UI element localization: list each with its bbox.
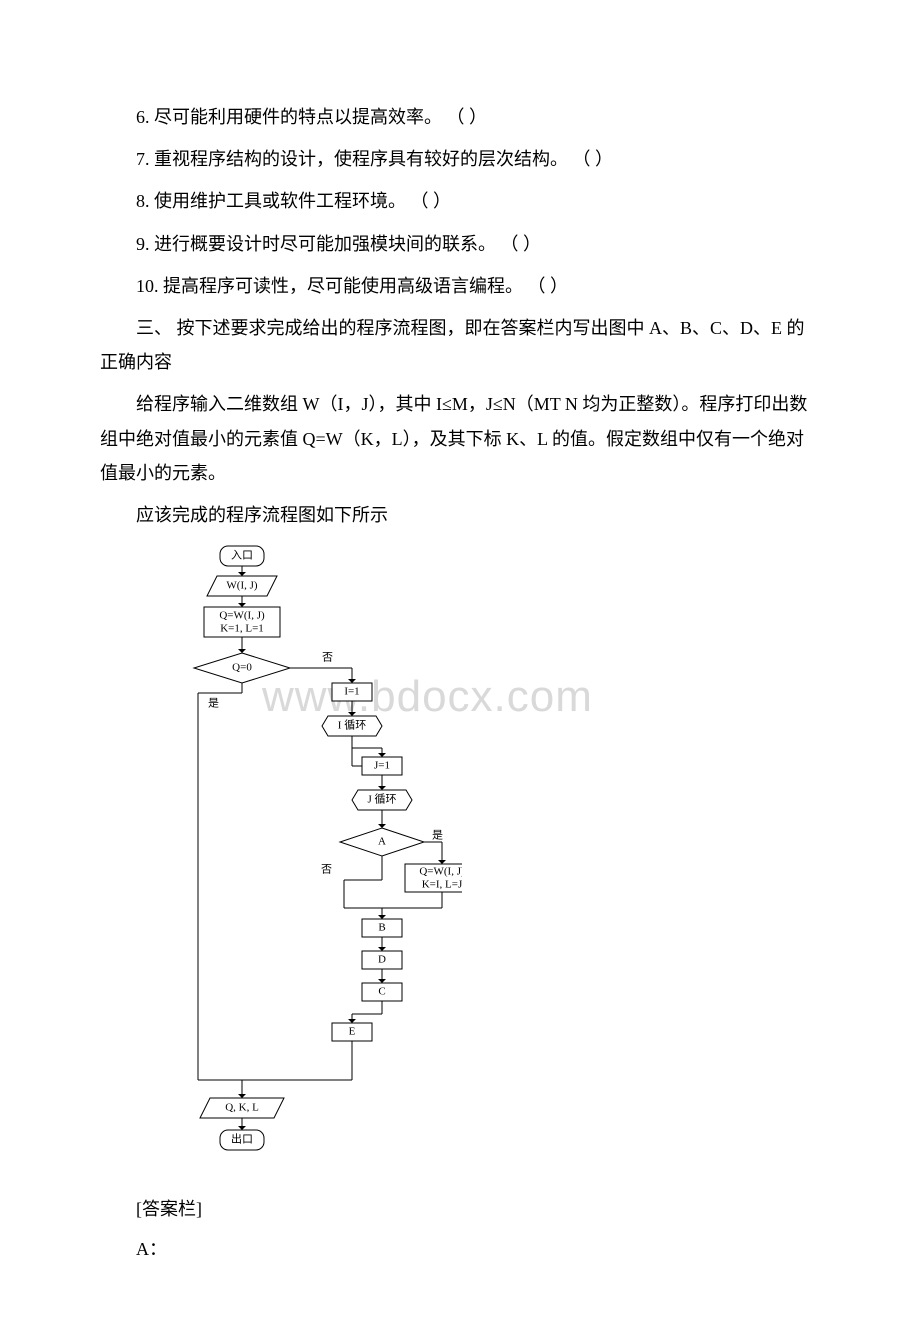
svg-text:是: 是 <box>432 829 443 842</box>
svg-text:出口: 出口 <box>231 1132 253 1146</box>
flowchart-container: www.bdocx.com 入口W(I, J)Q=W(I, J)K=1, L=1… <box>132 540 472 1180</box>
svg-text:J=1: J=1 <box>374 760 390 772</box>
svg-text:入口: 入口 <box>231 550 253 562</box>
svg-text:I 循环: I 循环 <box>338 719 366 732</box>
question-10: 10. 提高程序可读性，尽可能使用高级语言编程。 （ ） <box>100 269 820 303</box>
question-7: 7. 重视程序结构的设计，使程序具有较好的层次结构。 （ ） <box>100 142 820 176</box>
svg-text:是: 是 <box>208 697 219 710</box>
svg-text:D: D <box>378 954 386 966</box>
svg-text:Q=W(I, J): Q=W(I, J) <box>219 610 265 622</box>
svg-text:Q=W(I, J): Q=W(I, J) <box>419 866 462 878</box>
svg-text:C: C <box>378 986 385 998</box>
svg-text:K=1, L=1: K=1, L=1 <box>220 623 264 635</box>
problem-description-1: 给程序输入二维数组 W（I，J），其中 I≤M，J≤N（MT N 均为正整数）。… <box>100 387 820 490</box>
svg-text:K=I, L=J: K=I, L=J <box>422 879 462 891</box>
svg-text:I=1: I=1 <box>344 686 359 698</box>
question-6: 6. 尽可能利用硬件的特点以提高效率。 （ ） <box>100 100 820 134</box>
svg-text:E: E <box>349 1026 356 1038</box>
svg-text:Q=0: Q=0 <box>232 662 252 674</box>
question-9: 9. 进行概要设计时尽可能加强模块间的联系。 （ ） <box>100 227 820 261</box>
problem-description-2: 应该完成的程序流程图如下所示 <box>100 498 820 532</box>
svg-text:否: 否 <box>321 864 332 876</box>
svg-text:J 循环: J 循环 <box>367 793 396 806</box>
question-8: 8. 使用维护工具或软件工程环境。 （ ） <box>100 184 820 218</box>
svg-text:A: A <box>378 836 386 848</box>
answer-a: A： <box>100 1232 820 1266</box>
svg-text:B: B <box>378 922 385 934</box>
answer-label: [答案栏] <box>100 1192 820 1226</box>
svg-text:Q, K, L: Q, K, L <box>225 1102 259 1114</box>
flowchart-svg: 入口W(I, J)Q=W(I, J)K=1, L=1Q=0是否I=1I 循环J=… <box>132 540 462 1180</box>
svg-text:W(I, J): W(I, J) <box>226 580 257 592</box>
svg-text:否: 否 <box>322 652 333 664</box>
section-3-heading: 三、 按下述要求完成给出的程序流程图，即在答案栏内写出图中 A、B、C、D、E … <box>100 311 820 379</box>
